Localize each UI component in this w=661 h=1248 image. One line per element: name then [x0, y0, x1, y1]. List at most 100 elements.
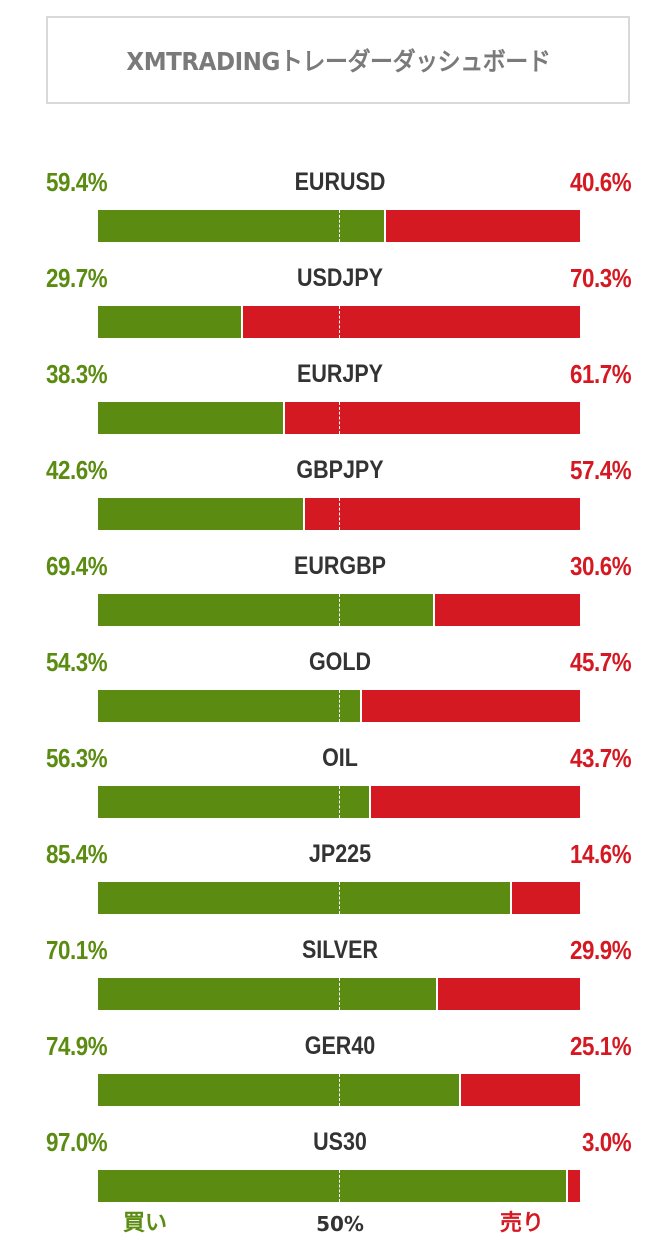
sell-percentage-label: 30.6% [569, 551, 632, 581]
bar-separator [384, 210, 386, 242]
buy-percentage-label: 59.4% [46, 167, 108, 197]
fifty-percent-marker [339, 690, 340, 722]
footer-buy-label: 買い [123, 1211, 168, 1236]
sell-percentage-label: 43.7% [569, 743, 632, 773]
bar-separator [241, 306, 243, 338]
buy-percentage-label: 56.3% [46, 743, 108, 773]
sentiment-bar [98, 786, 580, 818]
fifty-percent-marker [339, 402, 340, 434]
fifty-percent-marker [339, 306, 340, 338]
instrument-row: 42.6% GBPJPY 57.4% [0, 453, 661, 549]
instrument-symbol: US30 [313, 1128, 367, 1156]
instrument-row: 70.1% SILVER 29.9% [0, 933, 661, 1029]
bar-separator [510, 882, 512, 914]
bar-separator [283, 402, 285, 434]
sell-bar-segment [285, 402, 580, 434]
sell-bar-segment [386, 210, 580, 242]
instrument-symbol: GER40 [304, 1032, 376, 1060]
instrument-row: 38.3% EURJPY 61.7% [0, 357, 661, 453]
buy-bar-segment [98, 498, 303, 530]
sell-bar-segment [435, 594, 580, 626]
sell-percentage-label: 61.7% [569, 359, 632, 389]
buy-bar-segment [98, 210, 384, 242]
sentiment-bar [98, 1074, 580, 1106]
buy-bar-segment [98, 1170, 566, 1202]
buy-bar-segment [98, 1074, 459, 1106]
sentiment-bar [98, 402, 580, 434]
bar-separator [436, 978, 438, 1010]
sentiment-bar [98, 690, 580, 722]
fifty-percent-marker [339, 1170, 340, 1202]
dashboard-title: XMTRADINGトレーダーダッシュボード [126, 47, 550, 76]
fifty-percent-marker [339, 786, 340, 818]
fifty-percent-marker [339, 978, 340, 1010]
instrument-symbol: EURGBP [294, 552, 386, 580]
sell-bar-segment [243, 306, 580, 338]
buy-percentage-label: 70.1% [46, 935, 108, 965]
instrument-row: 54.3% GOLD 45.7% [0, 645, 661, 741]
buy-percentage-label: 74.9% [46, 1031, 108, 1061]
sell-percentage-label: 25.1% [569, 1031, 632, 1061]
sell-bar-segment [305, 498, 580, 530]
buy-percentage-label: 97.0% [46, 1127, 108, 1157]
sentiment-bar [98, 210, 580, 242]
buy-bar-segment [98, 594, 433, 626]
buy-bar-segment [98, 978, 436, 1010]
sell-bar-segment [438, 978, 580, 1010]
sell-percentage-label: 14.6% [569, 839, 632, 869]
buy-bar-segment [98, 402, 283, 434]
instrument-symbol: OIL [322, 744, 358, 772]
buy-bar-segment [98, 306, 241, 338]
instrument-symbol: JP225 [308, 840, 372, 868]
instrument-row: 97.0% US30 3.0% [0, 1125, 661, 1221]
bar-separator [459, 1074, 461, 1106]
sentiment-bar [98, 882, 580, 914]
sell-percentage-label: 57.4% [569, 455, 632, 485]
buy-bar-segment [98, 882, 510, 914]
bar-separator [566, 1170, 568, 1202]
instrument-symbol: GBPJPY [296, 456, 384, 484]
sell-bar-segment [371, 786, 580, 818]
bar-separator [433, 594, 435, 626]
bar-separator [303, 498, 305, 530]
instrument-row: 59.4% EURUSD 40.6% [0, 165, 661, 261]
sell-percentage-label: 29.9% [569, 935, 632, 965]
fifty-percent-marker [339, 882, 340, 914]
buy-bar-segment [98, 786, 369, 818]
instrument-row: 29.7% USDJPY 70.3% [0, 261, 661, 357]
buy-percentage-label: 54.3% [46, 647, 108, 677]
fifty-percent-marker [339, 1074, 340, 1106]
sell-percentage-label: 45.7% [569, 647, 632, 677]
sell-bar-segment [362, 690, 580, 722]
buy-percentage-label: 29.7% [46, 263, 108, 293]
sell-percentage-label: 70.3% [569, 263, 632, 293]
footer-sell-label: 売り [500, 1211, 545, 1236]
sell-percentage-label: 40.6% [569, 167, 632, 197]
bar-separator [369, 786, 371, 818]
instrument-row: 56.3% OIL 43.7% [0, 741, 661, 837]
sentiment-bar [98, 594, 580, 626]
fifty-percent-marker [339, 498, 340, 530]
instrument-symbol: GOLD [308, 648, 372, 676]
sentiment-bar [98, 978, 580, 1010]
instrument-row: 85.4% JP225 14.6% [0, 837, 661, 933]
sentiment-bar [98, 1170, 580, 1202]
sell-bar-segment [568, 1170, 580, 1202]
instrument-row: 69.4% EURGBP 30.6% [0, 549, 661, 645]
instrument-symbol: EURUSD [294, 168, 386, 196]
footer-midpoint-label: 50% [316, 1212, 364, 1236]
buy-bar-segment [98, 690, 360, 722]
sell-bar-segment [512, 882, 580, 914]
dashboard-title-box: XMTRADINGトレーダーダッシュボード [46, 16, 630, 104]
sentiment-bar [98, 306, 580, 338]
buy-percentage-label: 42.6% [46, 455, 108, 485]
instrument-symbol: USDJPY [296, 264, 384, 292]
instrument-symbol: SILVER [301, 936, 379, 964]
sell-percentage-label: 3.0% [581, 1127, 632, 1157]
fifty-percent-marker [339, 210, 340, 242]
fifty-percent-marker [339, 594, 340, 626]
buy-percentage-label: 69.4% [46, 551, 108, 581]
bar-separator [360, 690, 362, 722]
instrument-symbol: EURJPY [296, 360, 384, 388]
buy-percentage-label: 85.4% [46, 839, 108, 869]
